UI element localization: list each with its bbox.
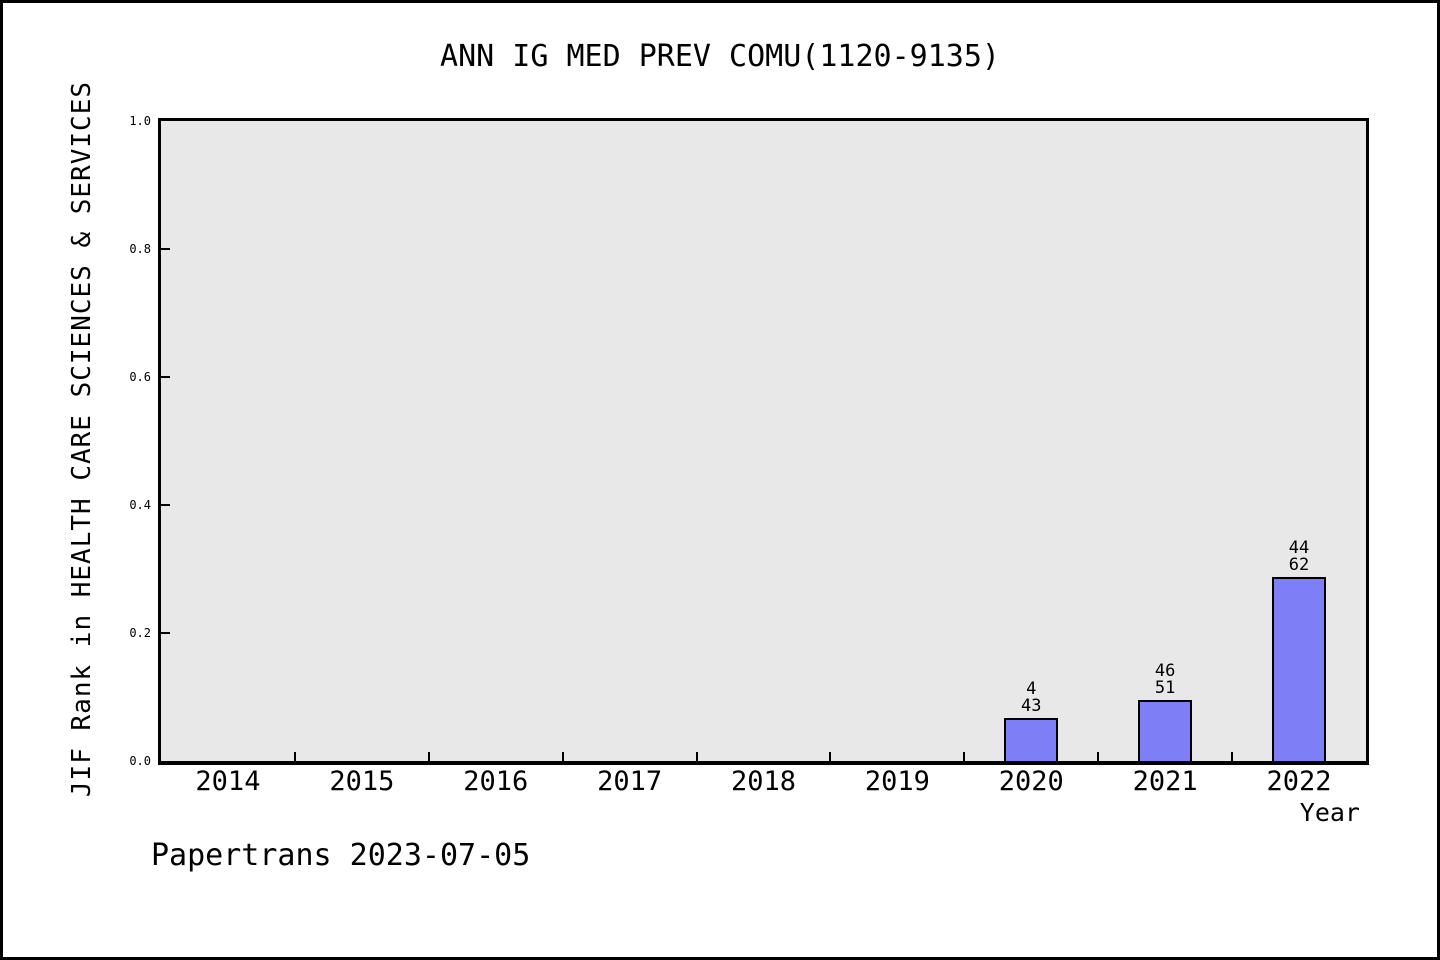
x-tick-mark (1097, 752, 1100, 761)
x-tick-mark (695, 752, 698, 761)
x-tick-mark (427, 752, 430, 761)
x-tick-label-2015: 2015 (329, 766, 395, 797)
plot-inner: 4 43 46 51 44 62 (161, 121, 1366, 761)
y-tick-mark (161, 248, 170, 250)
x-tick-label-2018: 2018 (730, 766, 797, 797)
x-tick-label-2021: 2021 (1132, 766, 1198, 797)
bar-value-label-2021: 46 51 (1154, 661, 1176, 698)
x-tick-mark (1231, 752, 1234, 761)
chart-title: ANN IG MED PREV COMU(1120-9135) (440, 39, 1000, 74)
y-tick-mark (161, 632, 170, 634)
bar-2020 (1004, 718, 1059, 761)
y-tick-label-0.2: 0.2 (129, 626, 151, 640)
y-axis-label: JIF Rank in HEALTH CARE SCIENCES & SERVI… (67, 80, 97, 798)
y-tick-mark (161, 376, 170, 378)
x-tick-label-2014: 2014 (195, 766, 261, 797)
x-tick-mark (293, 752, 296, 761)
watermark-text: Papertrans 2023-07-05 (151, 838, 531, 873)
y-tick-mark (161, 504, 170, 506)
x-axis-label: Year (1299, 798, 1360, 827)
x-tick-label-2022: 2022 (1266, 766, 1332, 797)
x-tick-mark (561, 752, 564, 761)
x-tick-label-2017: 2017 (597, 766, 663, 797)
bar-2022 (1272, 577, 1327, 761)
bar-value-label-2022: 44 62 (1288, 538, 1310, 575)
y-tick-label-0.4: 0.4 (129, 498, 151, 512)
x-tick-label-2020: 2020 (998, 766, 1064, 797)
y-axis-label-container: JIF Rank in HEALTH CARE SCIENCES & SERVI… (59, 81, 105, 797)
bar-2021 (1138, 700, 1193, 761)
y-tick-label-0.8: 0.8 (129, 242, 151, 256)
bar-value-label-2020: 4 43 (1021, 679, 1042, 716)
y-tick-label-0.6: 0.6 (129, 370, 151, 384)
plot-area: 4 43 46 51 44 62 (158, 118, 1369, 765)
x-tick-mark (829, 752, 832, 761)
x-tick-mark (963, 752, 966, 761)
y-tick-label-1.0: 1.0 (129, 114, 151, 128)
x-tick-label-2016: 2016 (463, 766, 529, 797)
x-tick-label-2019: 2019 (864, 766, 930, 797)
y-tick-label-0.0: 0.0 (129, 754, 151, 768)
